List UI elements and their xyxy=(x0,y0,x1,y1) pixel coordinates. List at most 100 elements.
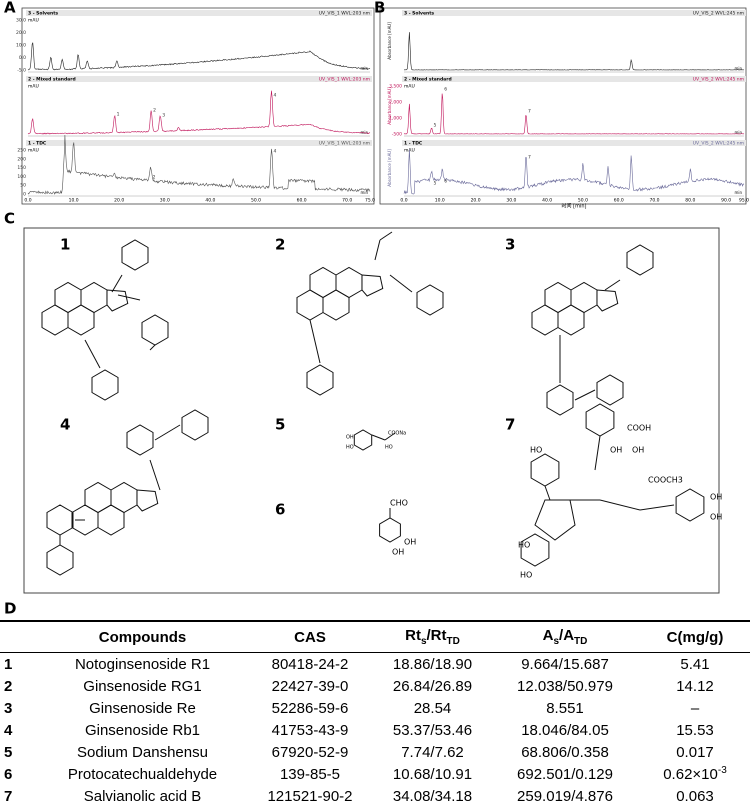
peak-label: 7 xyxy=(528,109,531,115)
x-unit: min xyxy=(360,190,368,195)
peak-label: 6 xyxy=(444,87,447,93)
x-tick-label: 70.0 xyxy=(342,198,352,204)
panel-c-frame xyxy=(23,227,720,594)
table-cell: 28.54 xyxy=(413,699,452,717)
header-subscript: TD xyxy=(574,636,588,647)
x-tick-label: 70.0 xyxy=(650,198,660,204)
x-tick-label: 0.0 xyxy=(400,198,407,204)
ring xyxy=(309,266,337,299)
table-cell: Salvianolic acid B xyxy=(83,787,202,805)
header-cell: As/ATD xyxy=(490,620,640,653)
header-cell: Rts/RtTD xyxy=(375,620,490,653)
table-row: 2 Ginsenoside RG1 22427-39-0 26.84/26.89 12.… xyxy=(0,675,750,697)
atom-label: COOH xyxy=(627,424,651,433)
y-label: Absorbance [mAU] xyxy=(387,87,392,125)
ring xyxy=(361,274,384,297)
sugar-ring xyxy=(306,364,334,396)
header-text: Compounds xyxy=(98,628,187,646)
sugar-ring xyxy=(416,284,444,316)
bond xyxy=(379,231,393,241)
ring xyxy=(110,481,138,514)
chromatogram-trace xyxy=(403,32,745,71)
peak-label: 5 xyxy=(434,123,437,129)
y-unit: mAU xyxy=(28,18,39,24)
cell-text: 0.62×10 xyxy=(663,766,718,783)
ring xyxy=(531,304,559,336)
table-cell: Ginsenoside RG1 xyxy=(83,677,202,695)
ring xyxy=(97,504,125,536)
y-label: Absorbance [mAU] xyxy=(387,22,392,60)
atom-label: CHO xyxy=(390,499,408,508)
bond xyxy=(371,434,386,441)
x-tick-label: 10.0 xyxy=(69,198,79,204)
sugar-ring xyxy=(546,384,574,416)
ring xyxy=(570,281,598,314)
ring xyxy=(675,488,705,522)
table-cell: 10.68/10.91 xyxy=(392,765,473,783)
ring xyxy=(335,266,363,299)
x-tick-label: 40.0 xyxy=(542,198,552,204)
x-tick-label: 60.0 xyxy=(297,198,307,204)
atom-label: OH xyxy=(632,446,644,455)
table-cell: 12.038/50.979 xyxy=(517,677,613,695)
y-tick-label: 2,000 xyxy=(389,100,402,106)
table-cell: 692.501/0.129 xyxy=(517,765,613,783)
y-tick-label: 20.0 xyxy=(16,30,26,36)
header-row: Compounds CAS Rts/RtTD As/ATD C(mg/g) xyxy=(0,620,750,653)
x-tick-label: 10.0 xyxy=(435,198,445,204)
results-table: Compounds CAS Rts/RtTD As/ATD C(mg/g) 1 Notog… xyxy=(0,620,750,807)
structure-number: 7 xyxy=(505,416,515,434)
y-tick-label: 200 xyxy=(17,156,26,162)
bond xyxy=(599,499,641,511)
atom-label: HO xyxy=(520,571,532,580)
bond xyxy=(111,274,123,293)
table-cell: 26.84/26.89 xyxy=(392,677,473,695)
plot-header-bar xyxy=(402,76,746,82)
plot-detector: UV_VIS_1 WVL:203 nm xyxy=(319,77,370,83)
atom-label: HO xyxy=(346,445,354,451)
table-row: 6 Protocatechualdehyde 139-85-5 10.68/10.91… xyxy=(0,763,750,785)
sugar-ring xyxy=(126,424,154,456)
header-subscript: s xyxy=(420,636,427,647)
y-tick-label: 30.0 xyxy=(16,18,26,24)
ring xyxy=(585,403,615,437)
row-number: 7 xyxy=(4,787,13,805)
table-cell: 34.08/34.18 xyxy=(392,787,473,805)
peak-label: 6 xyxy=(444,179,447,185)
header-subscript: s xyxy=(553,636,560,647)
ring xyxy=(534,499,576,541)
sugar-ring xyxy=(91,369,119,401)
bond xyxy=(574,389,596,401)
plot-detector: UV_VIS_2 WVL:245 nm xyxy=(693,141,744,147)
table-cell: 53.37/53.46 xyxy=(392,721,473,739)
peak-label: 1 xyxy=(117,112,120,118)
bond xyxy=(544,485,551,501)
x-tick-label: 80.0 xyxy=(685,198,695,204)
atom-label: OH xyxy=(710,513,722,522)
y-tick-label: -5.0 xyxy=(17,68,26,74)
x-label: 时间 [min] xyxy=(562,203,587,210)
atom-label: OH xyxy=(610,446,622,455)
atom-label: OH xyxy=(710,493,722,502)
row-number: 6 xyxy=(4,765,13,783)
header-cell: Compounds xyxy=(40,620,245,653)
table-cell: Notoginsenoside R1 xyxy=(74,655,211,673)
bond xyxy=(604,279,621,291)
table-cell: 8.551 xyxy=(546,699,584,717)
ring xyxy=(379,517,401,543)
x-tick-label: 95.0 xyxy=(739,198,749,204)
plot-name: 3 - Solvents xyxy=(404,11,434,17)
structure-number: 4 xyxy=(60,416,70,434)
atom-label: HO xyxy=(385,445,393,451)
plot-header-bar xyxy=(402,140,746,146)
plot-name: 2 - Mixed standard xyxy=(404,77,452,83)
table-cell: Ginsenoside Rb1 xyxy=(84,721,201,739)
table-cell: 0.063 xyxy=(676,787,714,805)
peak-label: 5 xyxy=(434,181,437,187)
table-cell: 259.019/4.876 xyxy=(517,787,613,805)
sugar-ring xyxy=(121,239,149,271)
row-number: 3 xyxy=(4,699,13,717)
structure-number: 3 xyxy=(505,236,515,254)
y-tick-label: 0 xyxy=(23,192,26,198)
